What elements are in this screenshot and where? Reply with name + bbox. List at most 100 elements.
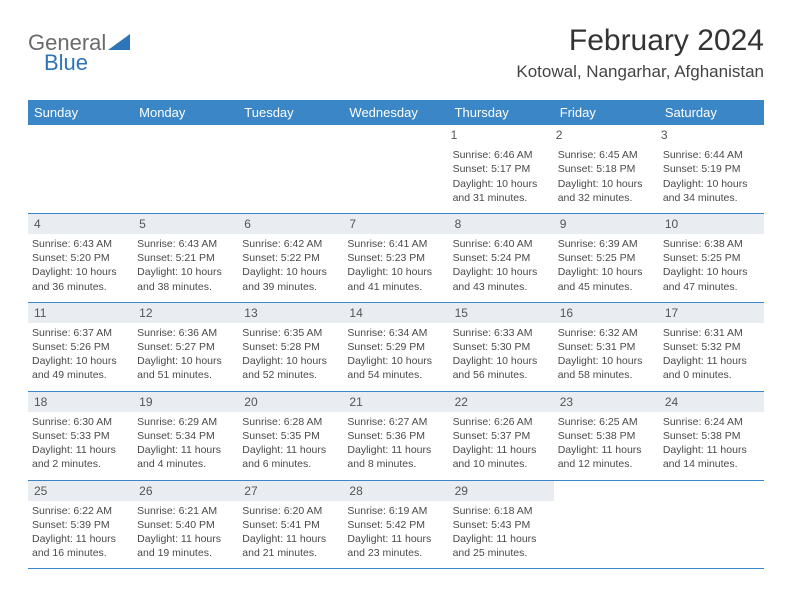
sunset-text: Sunset: 5:22 PM bbox=[242, 251, 337, 265]
day-cell: 21Sunrise: 6:27 AMSunset: 5:36 PMDayligh… bbox=[343, 392, 448, 480]
sunset-text: Sunset: 5:32 PM bbox=[663, 340, 758, 354]
day-cell: 18 Sunrise: 6:30 AMSunset: 5:33 PMDayligh… bbox=[28, 392, 133, 480]
day-info: Sunrise: 6:26 AMSunset: 5:37 PMDaylight:… bbox=[453, 415, 550, 472]
sunrise-text: Sunrise: 6:27 AM bbox=[347, 415, 442, 429]
week-row: 4 Sunrise: 6:43 AMSunset: 5:20 PMDaylight… bbox=[28, 214, 764, 303]
day-cell: 24Sunrise: 6:24 AMSunset: 5:38 PMDayligh… bbox=[659, 392, 764, 480]
sunrise-text: Sunrise: 6:43 AM bbox=[32, 237, 127, 251]
daylight-text: Daylight: 11 hours and 8 minutes. bbox=[347, 443, 442, 471]
daylight-text: Daylight: 10 hours and 45 minutes. bbox=[558, 265, 653, 293]
day-cell: 2Sunrise: 6:45 AMSunset: 5:18 PMDaylight… bbox=[554, 125, 659, 213]
daylight-text: Daylight: 11 hours and 14 minutes. bbox=[663, 443, 758, 471]
daylight-text: Daylight: 11 hours and 0 minutes. bbox=[663, 354, 758, 382]
daylight-text: Daylight: 10 hours and 34 minutes. bbox=[663, 177, 758, 205]
day-cell: 13Sunrise: 6:35 AMSunset: 5:28 PMDayligh… bbox=[238, 303, 343, 391]
week-row: 1 Sunrise: 6:46 AMSunset: 5:17 PMDaylight… bbox=[28, 125, 764, 214]
sunset-text: Sunset: 5:37 PM bbox=[453, 429, 548, 443]
day-number: 8 bbox=[449, 214, 554, 234]
title-block: February 2024 Kotowal, Nangarhar, Afghan… bbox=[516, 24, 764, 82]
sunset-text: Sunset: 5:28 PM bbox=[242, 340, 337, 354]
weekday-tuesday: Tuesday bbox=[238, 100, 343, 125]
sunrise-text: Sunrise: 6:33 AM bbox=[453, 326, 548, 340]
day-info: Sunrise: 6:39 AMSunset: 5:25 PMDaylight:… bbox=[558, 237, 655, 294]
daylight-text: Daylight: 11 hours and 6 minutes. bbox=[242, 443, 337, 471]
daylight-text: Daylight: 10 hours and 52 minutes. bbox=[242, 354, 337, 382]
day-cell: 17 Sunrise: 6:31 AMSunset: 5:32 PMDayligh… bbox=[659, 303, 764, 391]
day-info: Sunrise: 6:30 AMSunset: 5:33 PMDaylight:… bbox=[32, 415, 129, 472]
day-info: Sunrise: 6:44 AMSunset: 5:19 PMDaylight:… bbox=[663, 148, 760, 205]
day-cell: 1 Sunrise: 6:46 AMSunset: 5:17 PMDaylight… bbox=[449, 125, 554, 213]
day-cell: 11Sunrise: 6:37 AMSunset: 5:26 PMDayligh… bbox=[28, 303, 133, 391]
sunrise-text: Sunrise: 6:30 AM bbox=[32, 415, 127, 429]
day-number: 12 bbox=[133, 303, 238, 323]
daylight-text: Daylight: 10 hours and 31 minutes. bbox=[453, 177, 548, 205]
day-number: 11 bbox=[28, 303, 133, 323]
day-info: Sunrise: 6:29 AMSunset: 5:34 PMDaylight:… bbox=[137, 415, 234, 472]
sunset-text: Sunset: 5:21 PM bbox=[137, 251, 232, 265]
daylight-text: Daylight: 11 hours and 19 minutes. bbox=[137, 532, 232, 560]
sunset-text: Sunset: 5:27 PM bbox=[137, 340, 232, 354]
day-info: Sunrise: 6:31 AMSunset: 5:32 PMDaylight:… bbox=[663, 326, 760, 383]
week-row: 11Sunrise: 6:37 AMSunset: 5:26 PMDayligh… bbox=[28, 303, 764, 392]
day-number: 25 bbox=[28, 481, 133, 501]
day-cell: 20Sunrise: 6:28 AMSunset: 5:35 PMDayligh… bbox=[238, 392, 343, 480]
sunset-text: Sunset: 5:31 PM bbox=[558, 340, 653, 354]
sunrise-text: Sunrise: 6:18 AM bbox=[453, 504, 548, 518]
day-cell: 6Sunrise: 6:42 AMSunset: 5:22 PMDaylight… bbox=[238, 214, 343, 302]
daylight-text: Daylight: 11 hours and 2 minutes. bbox=[32, 443, 127, 471]
day-number: 17 bbox=[659, 303, 764, 323]
week-row: 18Sunrise: 6:30 AMSunset: 5:33 PMDayligh… bbox=[28, 392, 764, 481]
sunrise-text: Sunrise: 6:25 AM bbox=[558, 415, 653, 429]
sunrise-text: Sunrise: 6:35 AM bbox=[242, 326, 337, 340]
day-info: Sunrise: 6:41 AMSunset: 5:23 PMDaylight:… bbox=[347, 237, 444, 294]
sunrise-text: Sunrise: 6:39 AM bbox=[558, 237, 653, 251]
daylight-text: Daylight: 11 hours and 23 minutes. bbox=[347, 532, 442, 560]
weekday-header-row: SundayMondayTuesdayWednesdayThursdayFrid… bbox=[28, 100, 764, 125]
day-cell: 19 Sunrise: 6:29 AMSunset: 5:34 PMDayligh… bbox=[133, 392, 238, 480]
day-number: 15 bbox=[449, 303, 554, 323]
day-cell-empty bbox=[554, 481, 659, 569]
sunset-text: Sunset: 5:41 PM bbox=[242, 518, 337, 532]
sunset-text: Sunset: 5:26 PM bbox=[32, 340, 127, 354]
day-cell: 16Sunrise: 6:32 AMSunset: 5:31 PMDayligh… bbox=[554, 303, 659, 391]
daylight-text: Daylight: 10 hours and 56 minutes. bbox=[453, 354, 548, 382]
day-number: 19 bbox=[133, 392, 238, 412]
daylight-text: Daylight: 11 hours and 12 minutes. bbox=[558, 443, 653, 471]
day-info: Sunrise: 6:43 AMSunset: 5:20 PMDaylight:… bbox=[32, 237, 129, 294]
daylight-text: Daylight: 10 hours and 36 minutes. bbox=[32, 265, 127, 293]
sunset-text: Sunset: 5:38 PM bbox=[558, 429, 653, 443]
day-number: 4 bbox=[28, 214, 133, 234]
day-number: 10 bbox=[659, 214, 764, 234]
sunset-text: Sunset: 5:33 PM bbox=[32, 429, 127, 443]
sunset-text: Sunset: 5:19 PM bbox=[663, 162, 758, 176]
sunrise-text: Sunrise: 6:29 AM bbox=[137, 415, 232, 429]
sunrise-text: Sunrise: 6:40 AM bbox=[453, 237, 548, 251]
sunrise-text: Sunrise: 6:28 AM bbox=[242, 415, 337, 429]
sunrise-text: Sunrise: 6:34 AM bbox=[347, 326, 442, 340]
sunset-text: Sunset: 5:18 PM bbox=[558, 162, 653, 176]
sunrise-text: Sunrise: 6:19 AM bbox=[347, 504, 442, 518]
day-cell-empty bbox=[238, 125, 343, 213]
logo-triangle-icon bbox=[108, 34, 130, 50]
day-info: Sunrise: 6:46 AMSunset: 5:17 PMDaylight:… bbox=[453, 148, 550, 205]
day-cell: 7 Sunrise: 6:41 AMSunset: 5:23 PMDaylight… bbox=[343, 214, 448, 302]
day-number: 1 bbox=[449, 125, 554, 145]
day-number: 18 bbox=[28, 392, 133, 412]
weeks-container: 1 Sunrise: 6:46 AMSunset: 5:17 PMDaylight… bbox=[28, 125, 764, 569]
day-info: Sunrise: 6:24 AMSunset: 5:38 PMDaylight:… bbox=[663, 415, 760, 472]
day-number: 7 bbox=[343, 214, 448, 234]
day-cell-empty bbox=[133, 125, 238, 213]
day-number: 23 bbox=[554, 392, 659, 412]
daylight-text: Daylight: 10 hours and 38 minutes. bbox=[137, 265, 232, 293]
sunrise-text: Sunrise: 6:44 AM bbox=[663, 148, 758, 162]
logo-text-blue: Blue bbox=[44, 50, 88, 76]
sunset-text: Sunset: 5:30 PM bbox=[453, 340, 548, 354]
day-cell: 15 Sunrise: 6:33 AMSunset: 5:30 PMDayligh… bbox=[449, 303, 554, 391]
sunset-text: Sunset: 5:29 PM bbox=[347, 340, 442, 354]
day-cell: 10Sunrise: 6:38 AMSunset: 5:25 PMDayligh… bbox=[659, 214, 764, 302]
daylight-text: Daylight: 11 hours and 16 minutes. bbox=[32, 532, 127, 560]
daylight-text: Daylight: 11 hours and 4 minutes. bbox=[137, 443, 232, 471]
day-info: Sunrise: 6:18 AMSunset: 5:43 PMDaylight:… bbox=[453, 504, 550, 561]
sunset-text: Sunset: 5:35 PM bbox=[242, 429, 337, 443]
day-cell: 9Sunrise: 6:39 AMSunset: 5:25 PMDaylight… bbox=[554, 214, 659, 302]
